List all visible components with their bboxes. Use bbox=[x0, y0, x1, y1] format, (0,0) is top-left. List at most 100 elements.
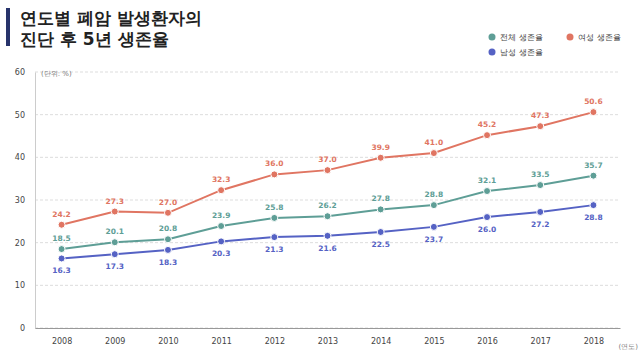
x-tick-label: 2016 bbox=[477, 337, 497, 346]
x-tick: 2014 bbox=[371, 328, 391, 346]
title-line: 연도별 폐암 발생환자의 bbox=[20, 8, 202, 28]
series-point bbox=[164, 236, 171, 243]
series-point bbox=[324, 167, 331, 174]
data-labels: 18.520.120.823.925.826.227.828.832.133.5… bbox=[52, 97, 602, 275]
grid-line bbox=[35, 72, 620, 73]
x-tick: 2013 bbox=[318, 328, 338, 346]
series-point bbox=[537, 123, 544, 130]
plot-area bbox=[58, 109, 597, 262]
data-label: 32.1 bbox=[478, 176, 497, 185]
x-axis-title: (연도) bbox=[619, 343, 639, 351]
legend-item: 전체 생존율 bbox=[489, 33, 543, 42]
data-label: 22.5 bbox=[371, 240, 390, 249]
data-label: 26.2 bbox=[318, 201, 337, 210]
y-tick: 0 bbox=[20, 324, 35, 333]
data-label: 27.0 bbox=[159, 198, 178, 207]
series-point bbox=[111, 251, 118, 258]
series-point bbox=[111, 239, 118, 246]
legend-label: 남성 생존율 bbox=[500, 48, 543, 57]
series-point bbox=[537, 182, 544, 189]
y-tick-label: 30 bbox=[15, 196, 25, 205]
series-point bbox=[537, 208, 544, 215]
data-label: 24.2 bbox=[52, 210, 71, 219]
legend-label: 전체 생존율 bbox=[500, 33, 543, 42]
data-label: 21.3 bbox=[265, 245, 284, 254]
data-label: 18.5 bbox=[52, 234, 71, 243]
series-point bbox=[377, 206, 384, 213]
series-point bbox=[271, 214, 278, 221]
data-label: 27.8 bbox=[371, 194, 390, 203]
x-tick-label: 2008 bbox=[52, 337, 72, 346]
title-bar bbox=[6, 8, 10, 46]
x-tick-label: 2013 bbox=[318, 337, 338, 346]
data-label: 16.3 bbox=[52, 266, 71, 275]
data-label: 33.5 bbox=[531, 170, 550, 179]
series-point bbox=[484, 132, 491, 139]
x-tick: 2009 bbox=[105, 328, 125, 346]
series-point bbox=[324, 232, 331, 239]
series-point bbox=[430, 150, 437, 157]
y-tick-label: 60 bbox=[15, 68, 25, 77]
x-tick: 2017 bbox=[531, 328, 551, 346]
x-tick: 2010 bbox=[158, 328, 178, 346]
data-label: 35.7 bbox=[584, 161, 603, 170]
data-label: 41.0 bbox=[425, 138, 444, 147]
title: 연도별 폐암 발생환자의진단 후 5년 생존율 bbox=[20, 8, 202, 49]
data-label: 18.3 bbox=[159, 258, 178, 267]
data-label: 45.2 bbox=[478, 120, 497, 129]
series-point bbox=[484, 214, 491, 221]
x-tick-label: 2009 bbox=[105, 337, 125, 346]
series-point bbox=[218, 187, 225, 194]
data-label: 27.3 bbox=[106, 197, 125, 206]
y-tick-label: 10 bbox=[15, 281, 25, 290]
grid bbox=[35, 72, 620, 328]
x-tick-label: 2015 bbox=[424, 337, 444, 346]
x-tick: 2015 bbox=[424, 328, 444, 346]
chart-svg: 연도별 폐암 발생환자의진단 후 5년 생존율01020304050602008… bbox=[0, 0, 640, 352]
series-line bbox=[62, 205, 594, 258]
series-point bbox=[377, 154, 384, 161]
x-axis-line bbox=[36, 328, 621, 329]
x-tick: 2011 bbox=[211, 328, 231, 346]
x-tick: 2012 bbox=[265, 328, 285, 346]
title-line: 진단 후 5년 생존율 bbox=[20, 29, 169, 49]
x-tick: 2008 bbox=[52, 328, 72, 346]
data-label: 21.6 bbox=[318, 244, 337, 253]
data-label: 20.8 bbox=[159, 224, 178, 233]
series-point bbox=[58, 255, 65, 262]
y-tick: 10 bbox=[15, 281, 35, 290]
x-tick: 2016 bbox=[477, 328, 497, 346]
series-point bbox=[484, 188, 491, 195]
y-tick-label: 0 bbox=[20, 324, 25, 333]
data-label: 25.8 bbox=[265, 203, 284, 212]
y-tick: 40 bbox=[15, 153, 35, 162]
legend-marker bbox=[489, 49, 496, 56]
y-axis-line bbox=[35, 73, 36, 329]
data-label: 28.8 bbox=[584, 213, 603, 222]
data-label: 37.0 bbox=[318, 155, 337, 164]
y-tick: 50 bbox=[15, 111, 35, 120]
data-label: 32.3 bbox=[212, 175, 231, 184]
x-tick-label: 2010 bbox=[158, 337, 178, 346]
data-label: 36.0 bbox=[265, 159, 284, 168]
series-point bbox=[377, 229, 384, 236]
x-tick-label: 2018 bbox=[584, 337, 604, 346]
data-label: 50.6 bbox=[584, 97, 603, 106]
legend-marker bbox=[567, 34, 574, 41]
x-tick-label: 2012 bbox=[265, 337, 285, 346]
series-point bbox=[430, 202, 437, 209]
series-point bbox=[590, 172, 597, 179]
y-tick-label: 50 bbox=[15, 111, 25, 120]
x-tick: 2018 bbox=[584, 328, 604, 346]
data-label: 39.9 bbox=[371, 143, 390, 152]
series-point bbox=[218, 238, 225, 245]
x-axis: 2008 2009 2010 2011 2012 2013 2014 2015 2016 2017… bbox=[36, 328, 621, 346]
legend-item: 여성 생존율 bbox=[567, 33, 621, 42]
series-point bbox=[58, 221, 65, 228]
data-label: 17.3 bbox=[106, 262, 125, 271]
data-label: 23.7 bbox=[425, 235, 444, 244]
legend-marker bbox=[489, 34, 496, 41]
series-point bbox=[111, 208, 118, 215]
data-label: 26.0 bbox=[478, 225, 497, 234]
x-tick-label: 2017 bbox=[531, 337, 551, 346]
